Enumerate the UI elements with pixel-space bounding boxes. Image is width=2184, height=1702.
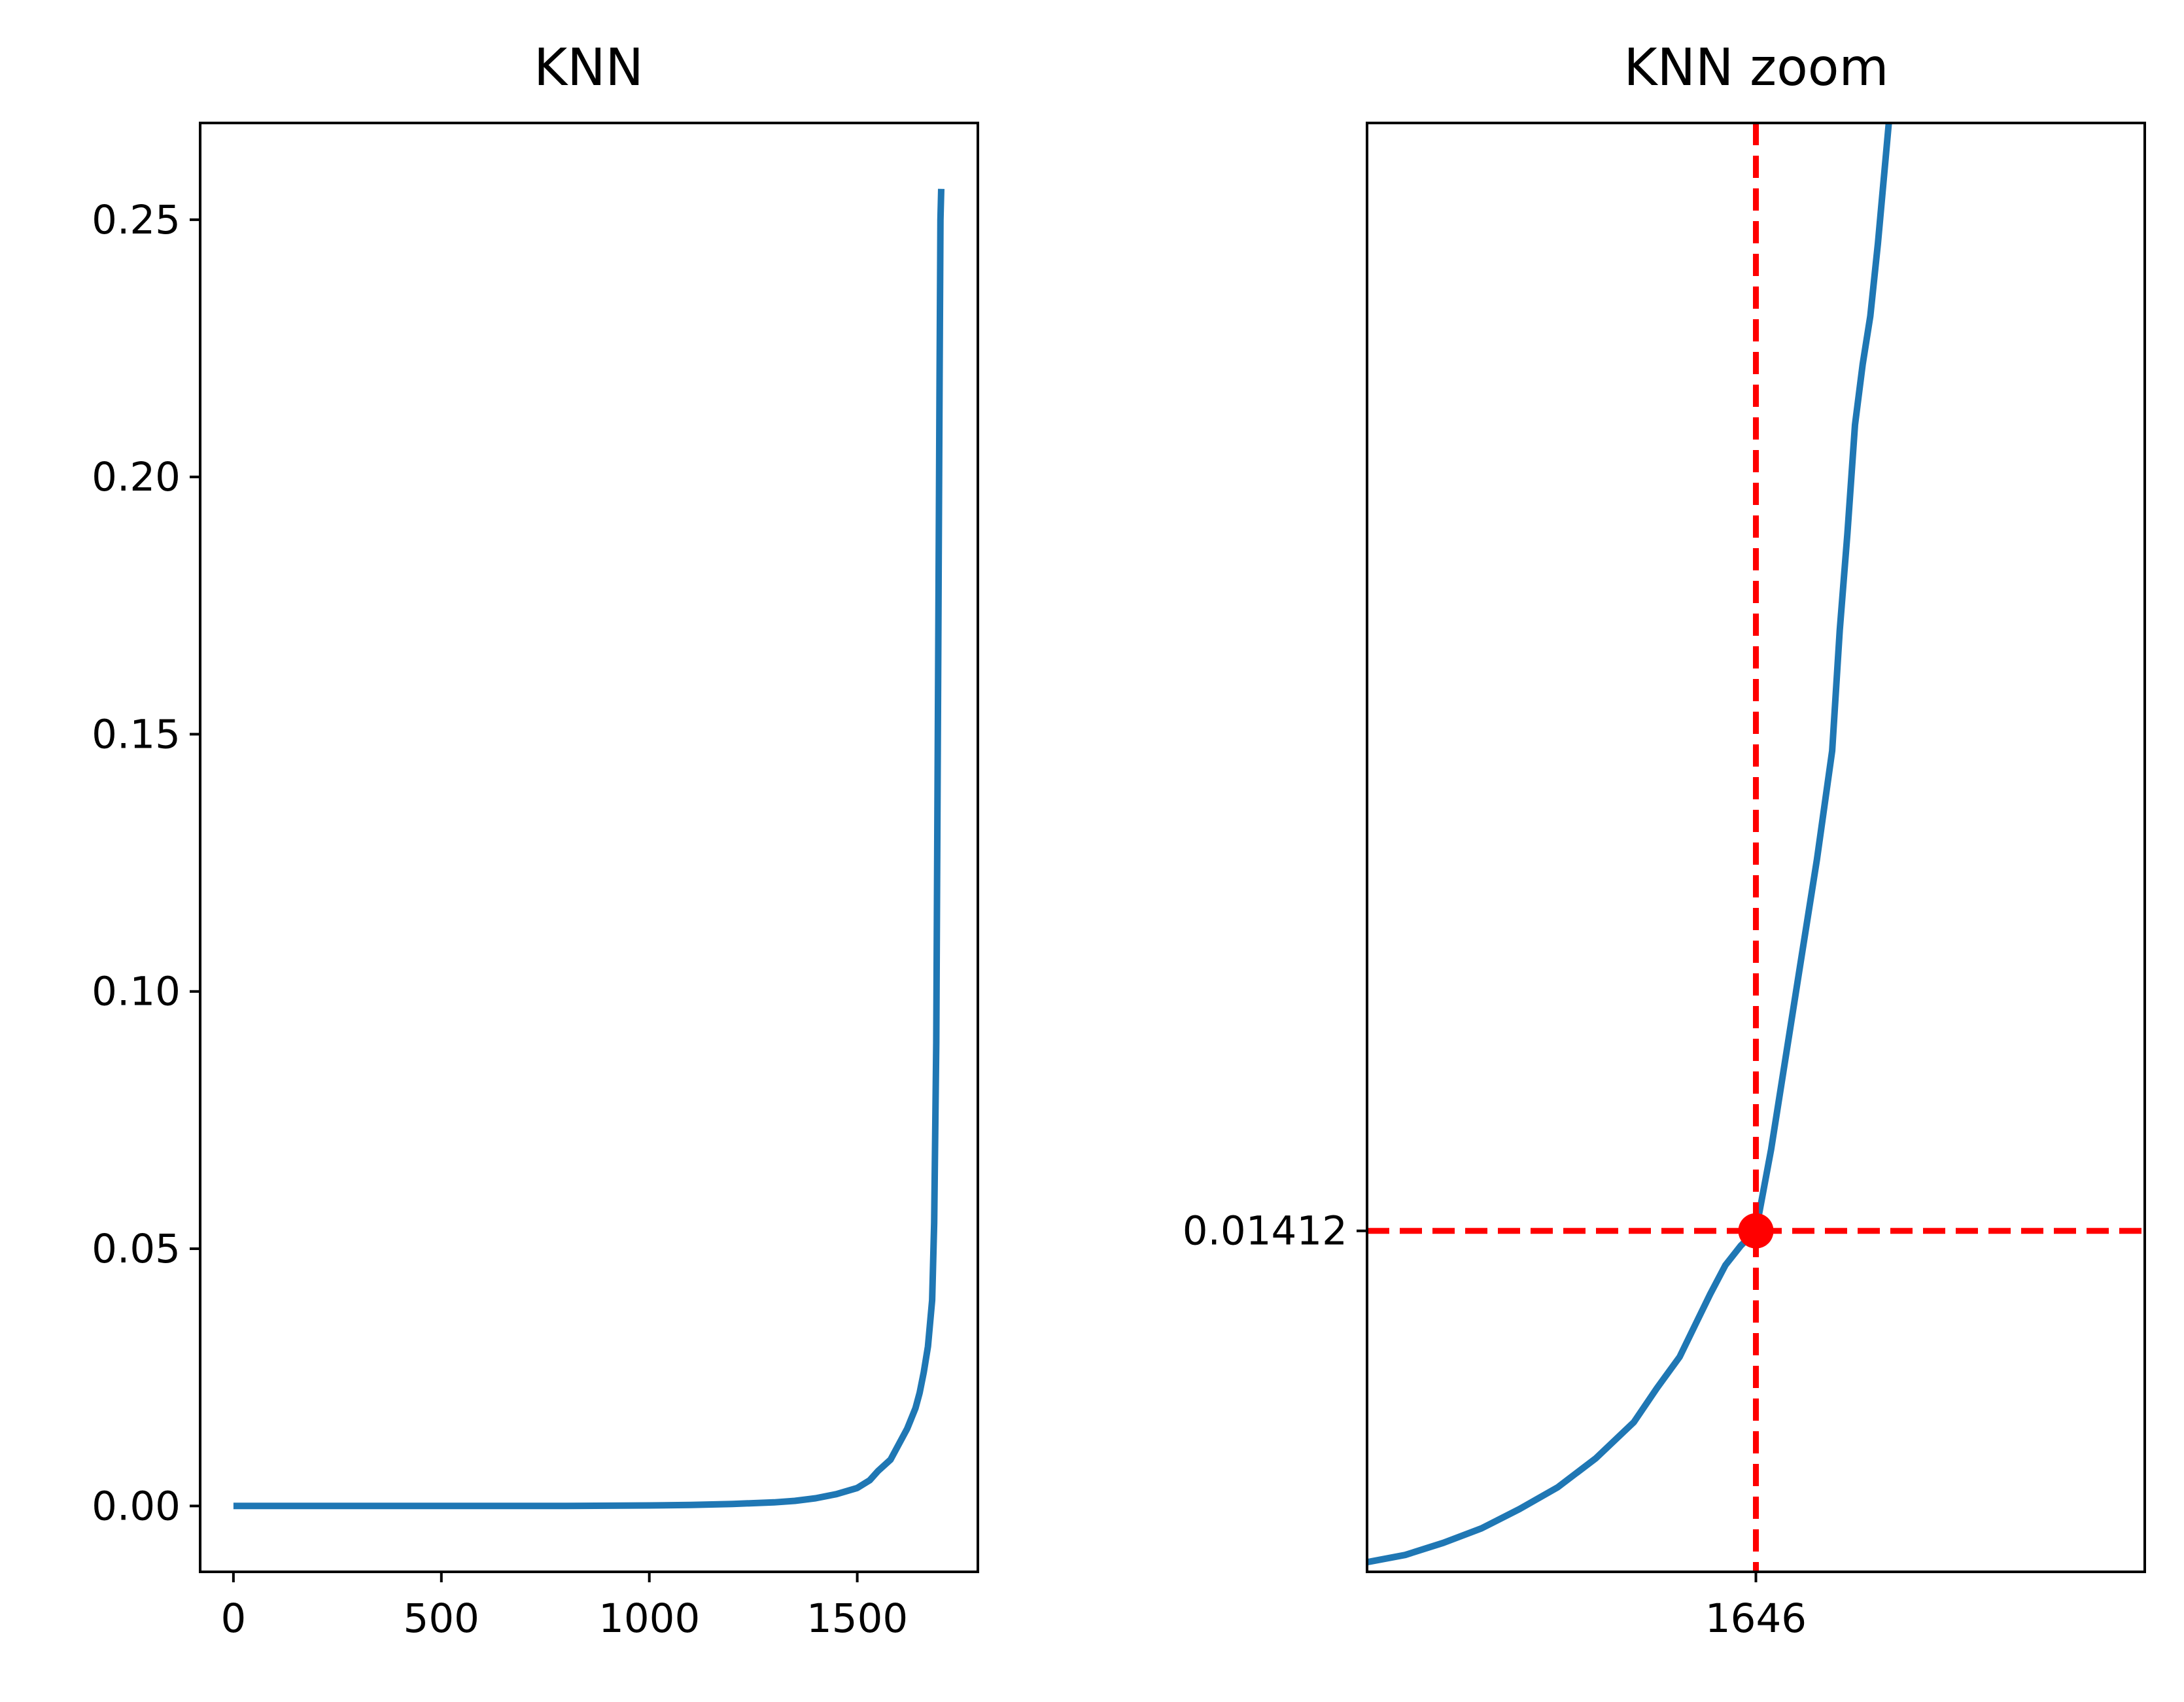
right-x-ticks: 1646: [1705, 1572, 1807, 1642]
left-x-tick-label: 1000: [598, 1595, 700, 1642]
left-y-tick-label: 0.25: [92, 197, 181, 243]
left-y-ticks: 0.00 0.05 0.10 0.15 0.20 0.25: [92, 197, 200, 1529]
left-chart-title: KNN: [534, 39, 644, 97]
left-x-tick-label: 500: [404, 1595, 479, 1642]
left-y-tick-label: 0.05: [92, 1226, 181, 1272]
right-plot-frame: [1366, 122, 2146, 1573]
right-chart-title: KNN zoom: [1623, 39, 1888, 97]
left-panel: KNN 0.00 0.05 0.10 0.15 0.20 0.25 0 500 1000 150…: [92, 39, 979, 1642]
threshold-marker: [1738, 1213, 1774, 1249]
left-y-tick-label: 0.20: [92, 454, 181, 500]
left-y-tick-label: 0.10: [92, 969, 181, 1015]
left-y-tick-label: 0.15: [92, 711, 181, 757]
left-x-tick-label: 0: [220, 1595, 246, 1642]
right-y-ticks: 0.01412: [1183, 1208, 1367, 1255]
left-x-ticks: 0 500 1000 1500: [220, 1572, 908, 1642]
right-x-tick-label: 1646: [1705, 1595, 1807, 1642]
right-y-tick-label: 0.01412: [1183, 1208, 1347, 1255]
left-series-line: [233, 188, 945, 1510]
left-plot-frame: [199, 122, 979, 1573]
left-x-tick-label: 1500: [806, 1595, 908, 1642]
left-y-tick-label: 0.00: [92, 1483, 181, 1529]
right-panel: KNN zoom 0.01412 1646: [1183, 39, 2146, 1642]
